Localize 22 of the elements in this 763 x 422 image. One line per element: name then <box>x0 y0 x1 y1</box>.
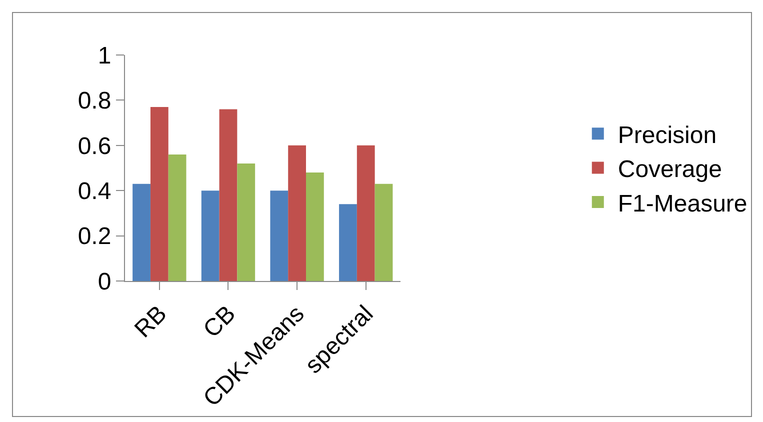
bar <box>288 145 306 281</box>
y-tick-label: 1 <box>98 42 112 70</box>
y-tick-label: 0.4 <box>78 178 112 205</box>
bar <box>356 145 375 281</box>
bar <box>306 172 324 281</box>
bar <box>270 190 288 281</box>
y-tick-label: 0.6 <box>78 132 112 160</box>
y-tick-label: 0.8 <box>78 88 112 115</box>
bar <box>339 204 357 281</box>
y-tick-label: 0 <box>98 268 112 296</box>
bar <box>201 190 220 281</box>
y-tick-label: 0.2 <box>78 223 112 250</box>
legend-label: Precision <box>618 122 717 149</box>
bar <box>237 163 256 281</box>
bar <box>219 109 238 281</box>
bar <box>168 154 186 281</box>
legend-label: Coverage <box>618 156 722 184</box>
legend-label: F1-Measure <box>618 190 748 218</box>
x-tick-label: RB <box>129 300 172 344</box>
bar <box>150 106 168 281</box>
bar <box>374 184 393 281</box>
bar <box>132 184 150 281</box>
